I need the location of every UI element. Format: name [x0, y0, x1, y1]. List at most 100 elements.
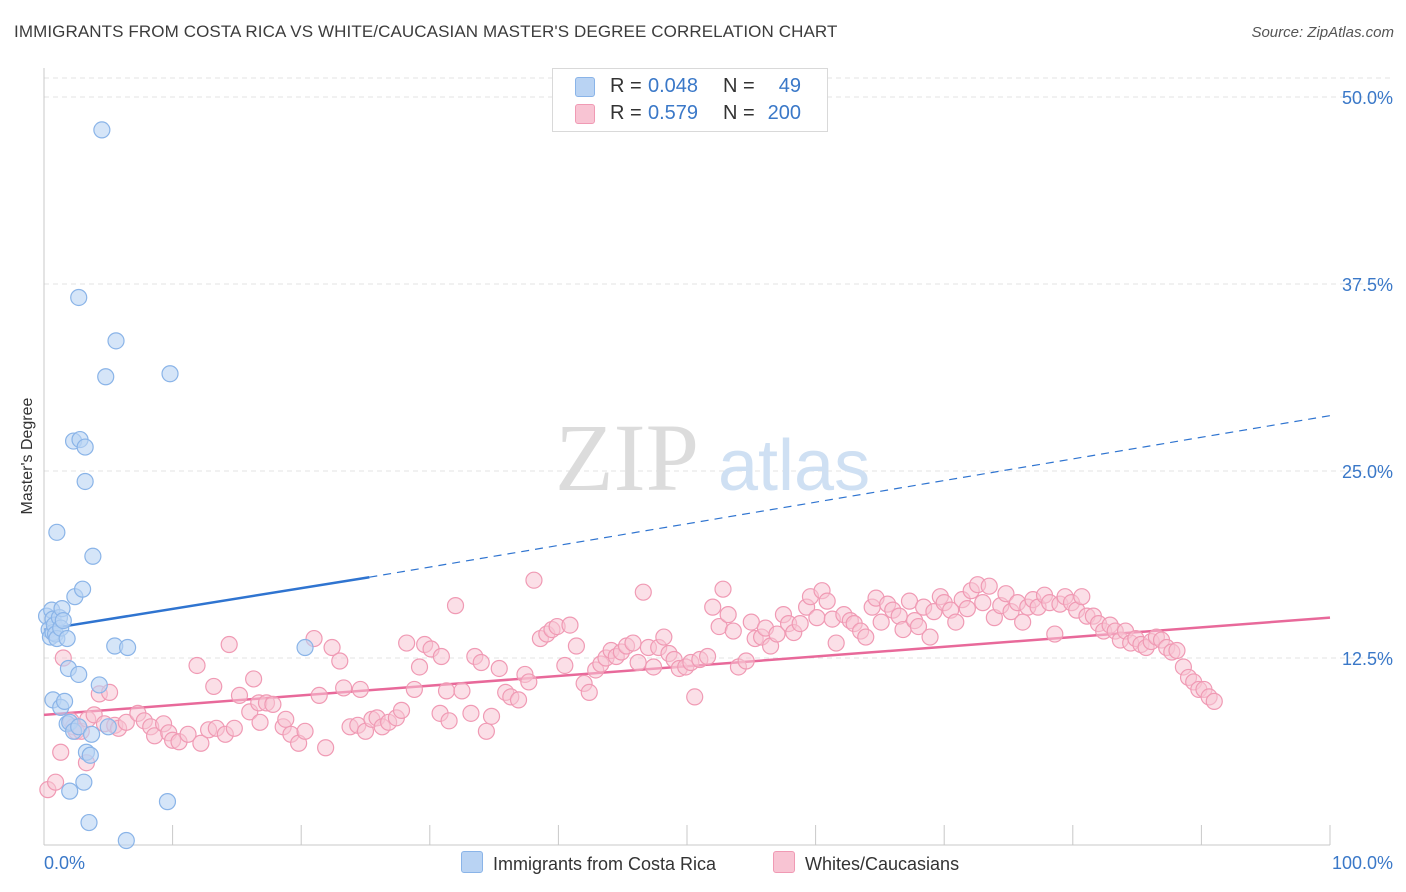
data-point-whites — [997, 585, 1015, 603]
data-point-costa-rica — [296, 638, 314, 657]
data-point-whites — [264, 695, 282, 713]
data-point-whites — [629, 653, 647, 672]
data-point-whites — [296, 722, 314, 740]
data-point-whites — [556, 656, 574, 675]
r-label: R = — [610, 102, 642, 124]
r-label: R = — [610, 75, 642, 97]
data-point-costa-rica — [118, 638, 137, 657]
data-point-whites — [251, 713, 269, 731]
data-point-whites — [392, 701, 411, 719]
data-point-whites — [947, 613, 965, 631]
correlation-legend: R = 0.048 N = 49 R = 0.579 N = 200 — [552, 68, 828, 132]
data-point-costa-rica — [84, 547, 102, 565]
data-point-whites — [310, 686, 328, 705]
data-point-whites — [230, 686, 249, 705]
data-point-costa-rica — [107, 332, 125, 350]
data-point-whites — [117, 713, 135, 731]
data-point-whites — [462, 704, 480, 722]
data-point-whites — [655, 628, 673, 646]
data-point-whites — [446, 597, 465, 615]
data-point-whites — [205, 677, 223, 696]
y-tick-label: 50.0% — [1342, 88, 1393, 108]
data-point-whites — [1205, 692, 1223, 710]
data-point-whites — [644, 658, 663, 676]
data-point-whites — [335, 679, 353, 697]
data-point-whites — [477, 722, 495, 740]
legend-item-costa-rica: Immigrants from Costa Rica — [461, 851, 716, 875]
y-tick-label: 12.5% — [1342, 649, 1393, 669]
r-value: 0.048 — [648, 75, 699, 97]
data-point-whites — [634, 583, 652, 601]
watermark-zip: ZIP — [555, 404, 699, 511]
data-point-whites — [432, 647, 450, 666]
gridlines — [44, 77, 1392, 659]
data-point-whites — [317, 739, 335, 757]
data-point-whites — [1073, 588, 1091, 606]
data-point-whites — [827, 634, 845, 652]
data-point-costa-rica — [61, 782, 79, 800]
n-value: 200 — [767, 102, 801, 124]
data-point-costa-rica — [99, 718, 117, 736]
data-point-costa-rica — [58, 629, 76, 648]
data-point-whites — [440, 712, 458, 730]
data-point-whites — [245, 670, 263, 688]
watermark: ZIP atlas — [555, 404, 870, 511]
x-tick-label: 0.0% — [44, 853, 85, 873]
data-point-whites — [1014, 613, 1032, 631]
n-value: 49 — [778, 75, 801, 97]
data-point-whites — [567, 637, 586, 655]
data-point-whites — [472, 653, 490, 672]
data-point-whites — [1046, 625, 1064, 643]
data-point-whites — [351, 680, 369, 699]
chart-title: IMMIGRANTS FROM COSTA RICA VS WHITE/CAUC… — [14, 22, 838, 41]
data-point-costa-rica — [80, 813, 98, 832]
data-point-whites — [410, 658, 429, 676]
data-point-costa-rica — [70, 288, 88, 307]
data-point-costa-rica — [158, 793, 177, 811]
data-point-costa-rica — [82, 725, 101, 743]
data-point-whites — [724, 622, 742, 640]
trend-line-costa-rica — [43, 575, 370, 631]
data-point-whites — [561, 616, 579, 634]
data-point-costa-rica — [73, 580, 92, 598]
data-point-whites — [323, 638, 341, 657]
data-point-whites — [580, 683, 598, 702]
data-point-whites — [714, 580, 732, 598]
data-point-whites — [331, 652, 349, 670]
legend-row-costa-rica: R = 0.048 N = 49 — [553, 74, 827, 100]
data-point-whites — [921, 628, 939, 646]
data-point-whites — [974, 594, 992, 612]
data-point-whites — [818, 592, 836, 610]
data-point-costa-rica — [161, 365, 179, 383]
data-point-whites — [453, 682, 471, 700]
axes — [43, 68, 1331, 846]
data-point-costa-rica — [70, 665, 88, 684]
data-point-whites — [192, 734, 210, 752]
data-point-costa-rica — [76, 438, 94, 456]
data-point-costa-rica — [81, 746, 99, 764]
data-point-whites — [1168, 641, 1186, 660]
data-point-costa-rica — [93, 121, 111, 139]
data-point-costa-rica — [55, 692, 74, 710]
data-point-whites — [490, 659, 508, 678]
data-point-whites — [719, 606, 737, 624]
data-point-costa-rica — [70, 718, 88, 736]
data-point-whites — [909, 617, 928, 636]
y-tick-label: 37.5% — [1342, 275, 1393, 295]
data-point-whites — [520, 673, 538, 691]
data-point-whites — [52, 743, 70, 761]
chart-source: Source: ZipAtlas.com — [1251, 24, 1394, 41]
data-point-whites — [437, 682, 456, 700]
n-label: N = — [723, 75, 755, 97]
data-point-whites — [179, 725, 197, 743]
x-tick-labels: 0.0% 100.0% — [44, 853, 1393, 873]
r-value: 0.579 — [648, 102, 699, 124]
data-point-whites — [768, 625, 786, 643]
data-point-whites — [509, 691, 528, 709]
data-point-whites — [225, 719, 243, 737]
data-point-whites — [525, 571, 543, 589]
data-point-whites — [220, 635, 238, 654]
data-point-whites — [46, 773, 65, 791]
pink-swatch — [773, 851, 795, 873]
